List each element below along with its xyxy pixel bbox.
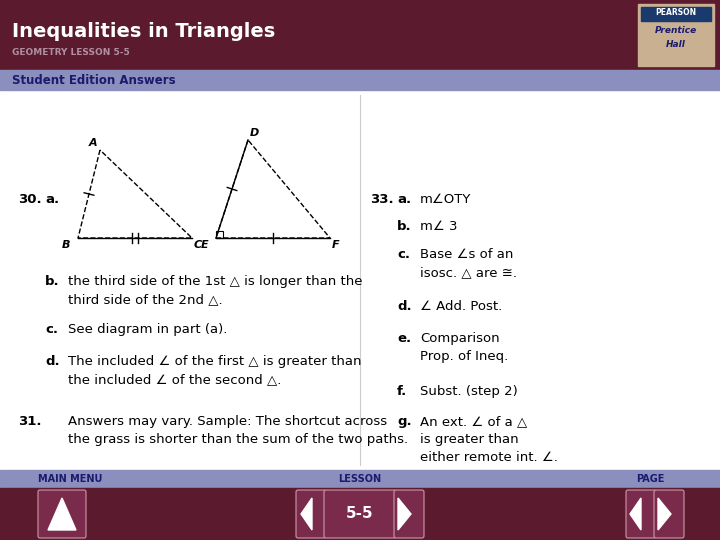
Text: Hall: Hall [666,40,686,49]
Text: Base ∠s of an
isosc. △ are ≅.: Base ∠s of an isosc. △ are ≅. [420,248,517,279]
Text: The included ∠ of the first △ is greater than
the included ∠ of the second △.: The included ∠ of the first △ is greater… [68,355,361,386]
FancyBboxPatch shape [324,490,396,538]
Text: LESSON: LESSON [338,474,382,484]
Text: 30.: 30. [18,193,42,206]
Text: D: D [250,128,259,138]
Text: PAGE: PAGE [636,474,664,484]
Bar [0,70,720,90]
Text: m∠ 3: m∠ 3 [420,220,457,233]
Text: 32.: 32. [18,470,42,483]
Text: B: B [61,240,70,250]
FancyBboxPatch shape [38,490,86,538]
Polygon shape [658,498,671,530]
Text: Inequalities in Triangles: Inequalities in Triangles [12,22,275,41]
Bar [0,90,720,470]
Text: See diagram in part (a).: See diagram in part (a). [68,323,228,336]
Text: f.: f. [397,385,408,398]
Bar [0,470,720,488]
Text: A: A [89,138,97,148]
Text: Prentice: Prentice [655,26,697,35]
Text: 5-5: 5-5 [346,507,374,522]
Text: the third side of the 1st △ is longer than the
third side of the 2nd △.: the third side of the 1st △ is longer th… [68,275,362,306]
Text: d.: d. [397,300,412,313]
Polygon shape [630,498,641,530]
Text: An ext. ∠ of a △
is greater than
either remote int. ∠.: An ext. ∠ of a △ is greater than either … [420,415,558,464]
Text: 31.: 31. [18,415,42,428]
Text: Answers may vary. Sample: The shortcut across
the grass is shorter than the sum : Answers may vary. Sample: The shortcut a… [68,415,408,446]
FancyBboxPatch shape [654,490,684,538]
Text: Comparison
Prop. of Ineq.: Comparison Prop. of Ineq. [420,332,508,363]
Text: Subst. (step 2): Subst. (step 2) [420,385,518,398]
Text: Student Edition Answers: Student Edition Answers [12,73,176,86]
FancyBboxPatch shape [626,490,656,538]
Text: c.: c. [45,323,58,336]
Text: b.: b. [45,275,60,288]
FancyBboxPatch shape [394,490,424,538]
Text: d.: d. [45,355,60,368]
Text: F: F [332,240,340,250]
Text: g.: g. [397,415,412,428]
Text: a.: a. [397,193,411,206]
Text: MAIN MENU: MAIN MENU [38,474,102,484]
Bar [0,0,720,70]
FancyBboxPatch shape [296,490,326,538]
Bar [0,488,720,540]
Bar [638,4,714,66]
Text: b.: b. [397,220,412,233]
Text: ∠ Add. Post.: ∠ Add. Post. [420,300,503,313]
Text: a.: a. [45,193,59,206]
Text: c.: c. [397,248,410,261]
Text: 33.: 33. [370,193,394,206]
Polygon shape [48,498,76,530]
Bar [216,231,223,238]
Text: m∠OTY: m∠OTY [420,193,472,206]
Text: C: C [194,240,202,250]
Polygon shape [398,498,411,530]
Text: PEARSON: PEARSON [655,8,696,17]
Polygon shape [301,498,312,530]
Text: e.: e. [397,332,411,345]
Bar [641,7,711,21]
Text: E: E [200,240,208,250]
Text: GEOMETRY LESSON 5-5: GEOMETRY LESSON 5-5 [12,48,130,57]
Text: $\overline{AB}$: $\overline{AB}$ [68,470,91,490]
